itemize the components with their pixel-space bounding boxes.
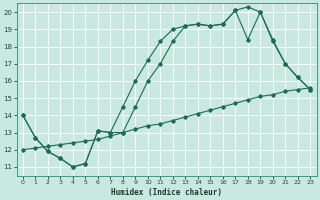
X-axis label: Humidex (Indice chaleur): Humidex (Indice chaleur) <box>111 188 222 197</box>
